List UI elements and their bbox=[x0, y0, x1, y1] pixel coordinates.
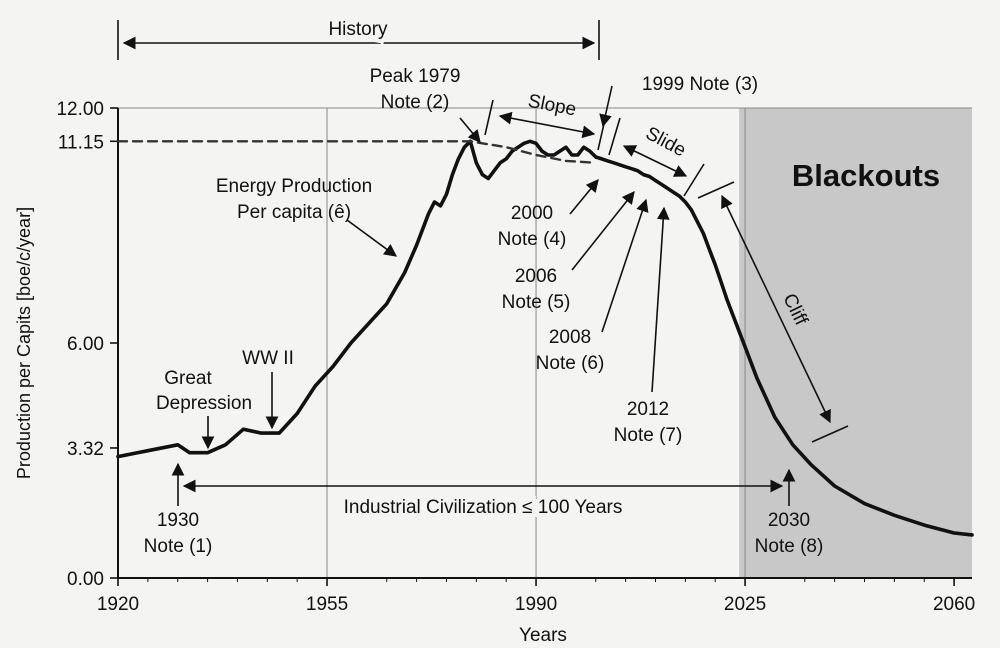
x-tick-label-1955: 1955 bbox=[306, 594, 348, 615]
slide-label: Slide bbox=[642, 123, 689, 161]
note-2006-year: 2006 bbox=[515, 266, 557, 287]
slide-tick-left bbox=[608, 117, 621, 156]
ww2-label: WW II bbox=[242, 348, 294, 369]
y-tick-label-11.15: 11.15 bbox=[58, 132, 104, 153]
y-tick-label-0.00: 0.00 bbox=[67, 569, 104, 590]
note-2008-year: 2008 bbox=[549, 327, 591, 348]
energy-production-label-2: Per capita (ê) bbox=[237, 202, 351, 223]
x-tick-label-2025: 2025 bbox=[724, 594, 766, 615]
ticks: 1920 1955 1990 2025 2060 0.00 3.32 6.00 11.15 12.… bbox=[56, 99, 975, 615]
y-tick-label-12.00: 12.00 bbox=[56, 99, 104, 120]
y-tick-label-3.32: 3.32 bbox=[67, 439, 104, 460]
note-2012-year: 2012 bbox=[627, 399, 669, 420]
peak-1979-arrow bbox=[459, 117, 481, 143]
energy-production-label: Energy Production bbox=[216, 176, 372, 197]
y-tick-label-6.00: 6.00 bbox=[67, 334, 104, 355]
note-2000-note: Note (4) bbox=[498, 229, 567, 250]
note-2000-year: 2000 bbox=[511, 203, 553, 224]
slope-arrow bbox=[498, 111, 596, 139]
note-2030-note: Note (8) bbox=[755, 536, 824, 557]
note-2012-arrow bbox=[651, 206, 670, 393]
slope-label: Slope bbox=[526, 91, 578, 121]
note-2006-note: Note (5) bbox=[502, 292, 571, 313]
note-2000-arrow bbox=[569, 179, 599, 215]
note-1999-label: 1999 Note (3) bbox=[642, 74, 758, 95]
slide-arrow bbox=[622, 145, 688, 177]
note-2008-note: Note (6) bbox=[536, 353, 605, 374]
cliff-tick-bottom bbox=[811, 425, 849, 443]
x-tick-label-1920: 1920 bbox=[97, 594, 139, 615]
slide-tick-right bbox=[683, 163, 705, 197]
slope-tick-left bbox=[484, 99, 494, 136]
note-2006-arrow bbox=[571, 190, 635, 271]
history-label: History bbox=[328, 19, 388, 40]
note-1999-arrow bbox=[599, 85, 613, 128]
note-1930-note: Note (1) bbox=[144, 536, 213, 557]
note-1930-year: 1930 bbox=[157, 510, 199, 531]
x-tick-label-2060: 2060 bbox=[933, 594, 975, 615]
series-line-dashed-plateau bbox=[116, 140, 597, 165]
blackouts-label: Blackouts bbox=[792, 158, 940, 193]
great-depression-label: Great bbox=[164, 368, 212, 389]
cliff-tick-top bbox=[697, 181, 735, 199]
great-depression-label-2: Depression bbox=[156, 393, 252, 414]
industrial-label: Industrial Civilization ≤ 100 Years bbox=[344, 497, 623, 518]
y-axis-label: Production per Capits [boe/c/year] bbox=[14, 207, 34, 479]
peak-1979-note: Note (2) bbox=[381, 92, 450, 113]
note-2012-note: Note (7) bbox=[614, 425, 683, 446]
note-2030-year: 2030 bbox=[768, 510, 810, 531]
energy-pointer-arrow bbox=[346, 219, 398, 257]
note-2008-arrow bbox=[601, 198, 649, 333]
x-tick-label-1990: 1990 bbox=[515, 594, 557, 615]
cliff-arrow bbox=[721, 194, 831, 424]
peak-1979-label: Peak 1979 bbox=[370, 66, 461, 87]
x-axis-label: Years bbox=[519, 625, 567, 646]
